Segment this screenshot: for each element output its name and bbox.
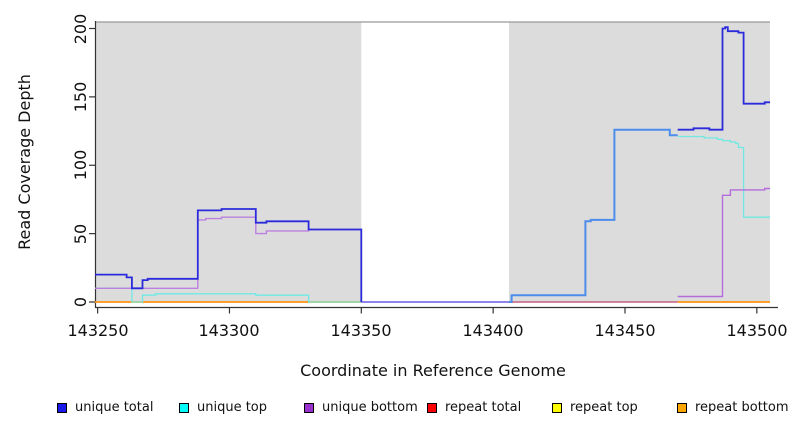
repeat-top-swatch-icon xyxy=(552,403,562,413)
legend-entry-repeat-total: repeat total xyxy=(427,401,521,415)
y-tick-label: 0 xyxy=(71,297,90,307)
x-tick-label: 143450 xyxy=(594,321,655,340)
y-tick-label: 50 xyxy=(71,224,90,244)
unique-total-swatch-icon xyxy=(57,403,67,413)
legend-label: unique bottom xyxy=(322,400,418,415)
legend-entry-unique-top: unique top xyxy=(179,401,267,415)
coverage-region xyxy=(95,22,362,302)
legend-label: unique top xyxy=(197,400,268,415)
y-tick-label: 100 xyxy=(71,150,90,181)
legend-entry-repeat-bottom: repeat bottom xyxy=(677,401,789,415)
legend-entry-repeat-top: repeat top xyxy=(552,401,638,415)
series-line-unique-top xyxy=(95,287,362,303)
series-line-unique-top xyxy=(677,135,770,218)
y-tick-label: 200 xyxy=(71,14,90,45)
x-tick-label: 143300 xyxy=(198,321,259,340)
unique-top-swatch-icon xyxy=(179,403,189,413)
y-axis-title: Read Coverage Depth xyxy=(15,74,34,250)
shaded-regions-layer xyxy=(95,21,770,302)
repeat-total-swatch-icon xyxy=(427,403,437,413)
legend-label: repeat bottom xyxy=(695,400,789,415)
repeat-bottom-swatch-icon xyxy=(677,403,687,413)
series-line-unique-total xyxy=(509,128,678,303)
series-layer xyxy=(95,26,770,303)
legend-label: repeat total xyxy=(445,400,522,415)
coverage-region xyxy=(508,22,770,302)
legend-entry-unique-bottom: unique bottom xyxy=(304,401,418,415)
x-tick-label: 143400 xyxy=(462,321,523,340)
x-tick-label: 143500 xyxy=(726,321,787,340)
series-line-unique-total xyxy=(677,26,770,131)
y-tick-label: 150 xyxy=(71,82,90,113)
series-line-unique-total xyxy=(95,208,363,302)
x-axis-title: Coordinate in Reference Genome xyxy=(300,361,566,380)
series-line-unique-bottom xyxy=(677,187,770,298)
legend-entry-unique-total: unique total xyxy=(57,401,153,415)
axes-layer xyxy=(89,21,778,314)
legend-label: repeat top xyxy=(570,400,638,415)
legend-label: unique total xyxy=(75,400,154,415)
unique-bottom-swatch-icon xyxy=(304,403,314,413)
x-tick-label: 143250 xyxy=(67,321,128,340)
x-tick-label: 143350 xyxy=(330,321,391,340)
